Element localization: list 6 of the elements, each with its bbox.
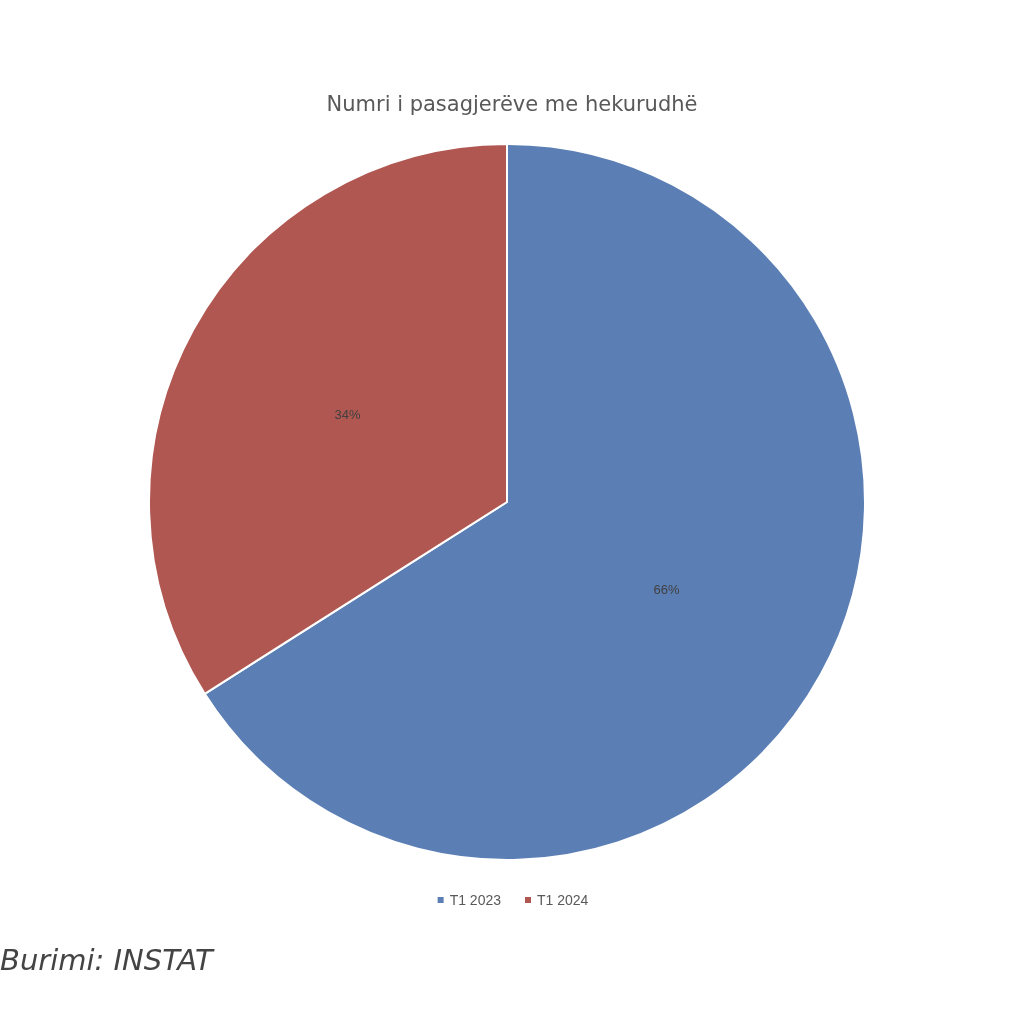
data-label: 34% [334,406,361,422]
data-label: 66% [653,582,680,598]
legend-label: T1 2024 [537,892,589,908]
text: Burimi: INSTAT [0,942,215,977]
chart-title: Numri i pasagjerëve me hekurudhë [326,91,698,116]
legend-label: T1 2023 [449,892,502,908]
